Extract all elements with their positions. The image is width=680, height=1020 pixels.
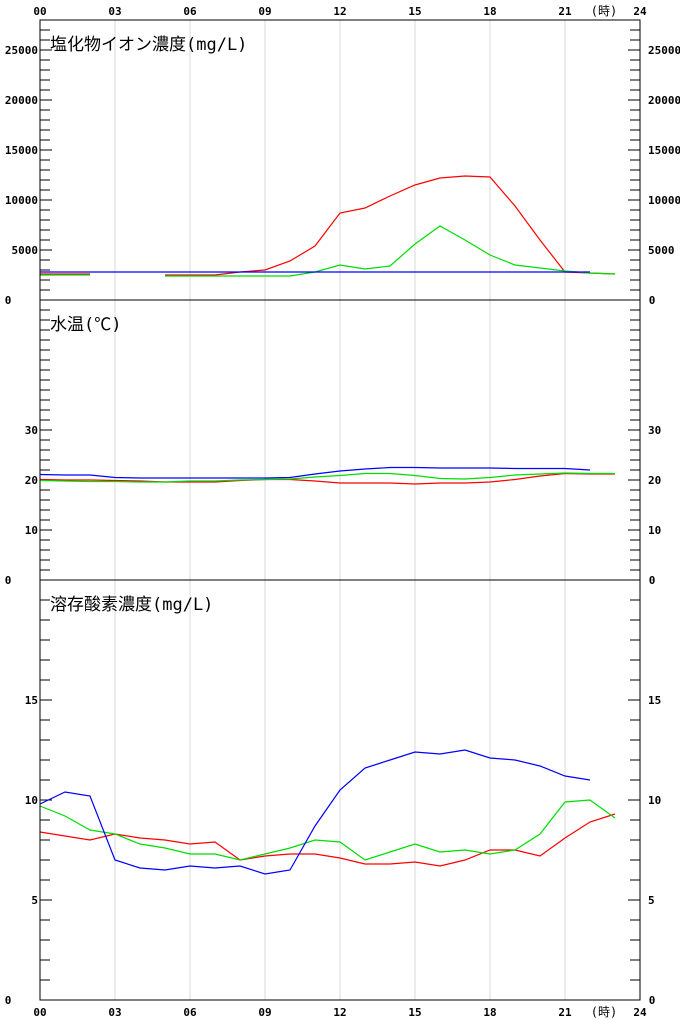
plot-frame <box>39 19 641 1001</box>
series-line-red <box>165 175 616 276</box>
y-tick-label-left: 10 <box>25 524 38 537</box>
y-tick-label-left: 20000 <box>5 94 38 107</box>
y-tick-label-left: 5000 <box>12 244 39 257</box>
x-tick-label-bottom: 00 <box>33 1006 46 1019</box>
x-tick-label-top: 18 <box>483 5 496 18</box>
panel-title: 溶存酸素濃度(mg/L) <box>50 595 213 615</box>
x-tick-label-top: 24 <box>633 5 647 18</box>
x-tick-label-bottom: 21 <box>558 1006 572 1019</box>
series-line-red <box>39 813 616 867</box>
y-zero-label-left: 0 <box>5 994 12 1007</box>
x-tick-label-top: 06 <box>183 5 197 18</box>
x-tick-label-top: 21 <box>558 5 572 18</box>
y-tick-label-left: 15000 <box>5 144 38 157</box>
y-tick-label-right: 15 <box>648 694 661 707</box>
y-tick-label-right: 5 <box>648 894 655 907</box>
y-tick-label-left: 25000 <box>5 44 38 57</box>
x-tick-label-bottom: 03 <box>108 1006 121 1019</box>
y-tick-label-right: 5000 <box>648 244 675 257</box>
y-tick-label-left: 30 <box>25 424 38 437</box>
x-tick-label-top: 03 <box>108 5 121 18</box>
y-tick-label-right: 10000 <box>648 194 680 207</box>
x-tick-label-top: 15 <box>408 5 421 18</box>
y-tick-label-right: 30 <box>648 424 661 437</box>
y-tick-label-right: 15000 <box>648 144 680 157</box>
y-tick-label-left: 10000 <box>5 194 38 207</box>
y-tick-label-left: 20 <box>25 474 38 487</box>
x-tick-label-bottom: 24 <box>633 1006 647 1019</box>
x-tick-label-bottom: 09 <box>258 1006 271 1019</box>
x-tick-label-bottom: 15 <box>408 1006 421 1019</box>
y-tick-label-right: 20000 <box>648 94 680 107</box>
x-tick-label-top: 00 <box>33 5 46 18</box>
series-line-green <box>39 799 616 861</box>
y-tick-label-right: 20 <box>648 474 661 487</box>
y-zero-label-right: 0 <box>649 994 656 1007</box>
x-tick-label-bottom: 12 <box>333 1006 346 1019</box>
y-tick-label-right: 25000 <box>648 44 680 57</box>
y-tick-label-left: 10 <box>25 794 38 807</box>
y-zero-label-right: 0 <box>649 294 656 307</box>
y-tick-label-right: 10 <box>648 524 661 537</box>
x-tick-label-bottom: 18 <box>483 1006 496 1019</box>
series-line-blue <box>39 466 591 479</box>
y-tick-label-left: 15 <box>25 694 38 707</box>
y-zero-label-left: 0 <box>5 294 12 307</box>
x-tick-label-top: 12 <box>333 5 346 18</box>
series-line-red <box>39 472 615 485</box>
panel-title: 塩化物イオン濃度(mg/L) <box>50 35 247 55</box>
x-tick-label-top: 09 <box>258 5 271 18</box>
series-line-blue <box>39 749 591 875</box>
series-line-green <box>165 225 616 277</box>
x-tick-label-bottom: 06 <box>183 1006 197 1019</box>
x-axis-unit-top: (時) <box>591 4 617 18</box>
y-zero-label-right: 0 <box>649 574 656 587</box>
panel-title: 水温(℃) <box>50 315 121 335</box>
y-tick-label-left: 5 <box>31 894 38 907</box>
x-axis-unit-bottom: (時) <box>591 1005 617 1019</box>
series-line-green <box>39 472 615 483</box>
y-tick-label-right: 10 <box>648 794 661 807</box>
y-zero-label-left: 0 <box>5 574 12 587</box>
